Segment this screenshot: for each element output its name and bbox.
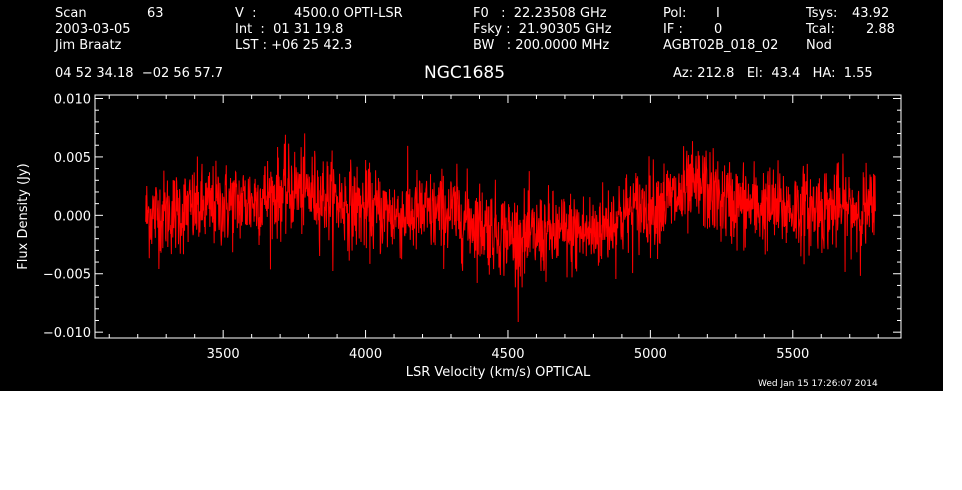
lst-time: LST : +06 25 42.3 — [235, 38, 353, 53]
integration-time: Int : 01 31 19.8 — [235, 22, 344, 37]
tsys-label: Tsys: — [806, 6, 838, 21]
rest-frequency: F0 : 22.23508 GHz — [473, 6, 607, 21]
polarization-label: Pol: — [663, 6, 687, 21]
x-tick-label: 5000 — [634, 347, 667, 362]
scan-number: 63 — [147, 6, 164, 21]
source-coordinates: 04 52 34.18 −02 56 57.7 — [55, 66, 224, 81]
observing-mode: Nod — [806, 38, 832, 53]
spectrum-plot: 3500 4000 4500 5000 5500 −0.010 −0.005 0.000 0.0… — [16, 93, 902, 380]
y-axis-label: Flux Density (Jy) — [16, 163, 31, 269]
observer-name: Jim Braatz — [55, 38, 122, 53]
sky-frequency: Fsky : 21.90305 GHz — [473, 22, 612, 37]
velocity-value: 4500.0 OPTI-LSR — [294, 6, 403, 21]
scan-label: Scan — [55, 6, 87, 21]
y-tick-label: −0.005 — [43, 268, 91, 283]
bandwidth: BW : 200.0000 MHz — [473, 38, 610, 53]
x-tick-label: 4000 — [349, 347, 382, 362]
az-el-ha: Az: 212.8 El: 43.4 HA: 1.55 — [673, 66, 873, 81]
project-id: AGBT02B_018_02 — [663, 38, 779, 53]
tcal-label: Tcal: — [806, 22, 835, 37]
source-name-title: NGC1685 — [424, 63, 506, 83]
spectrum-panel: Scan 63 2003-03-05 Jim Braatz V : 4500.0… — [0, 0, 943, 391]
spectrum-trace — [145, 133, 876, 322]
x-tick-label: 3500 — [207, 347, 240, 362]
tsys-value: 43.92 — [852, 6, 890, 21]
y-tick-label: 0.005 — [54, 151, 91, 166]
x-tick-label: 4500 — [491, 347, 524, 362]
plot-frame — [94, 94, 902, 339]
y-tick-label: 0.000 — [54, 209, 91, 224]
y-tick-label: 0.010 — [54, 93, 91, 108]
observation-date: 2003-03-05 — [55, 22, 131, 37]
y-tick-label: −0.010 — [43, 326, 91, 341]
if-value: 0 — [714, 22, 723, 37]
tcal-value: 2.88 — [866, 22, 895, 37]
plot-timestamp: Wed Jan 15 17:26:07 2014 — [758, 379, 878, 389]
polarization-value: I — [716, 6, 720, 21]
if-label: IF : — [663, 22, 683, 37]
x-axis-label: LSR Velocity (km/s) OPTICAL — [406, 365, 591, 380]
x-tick-label: 5500 — [776, 347, 809, 362]
velocity-label: V : — [235, 6, 257, 21]
